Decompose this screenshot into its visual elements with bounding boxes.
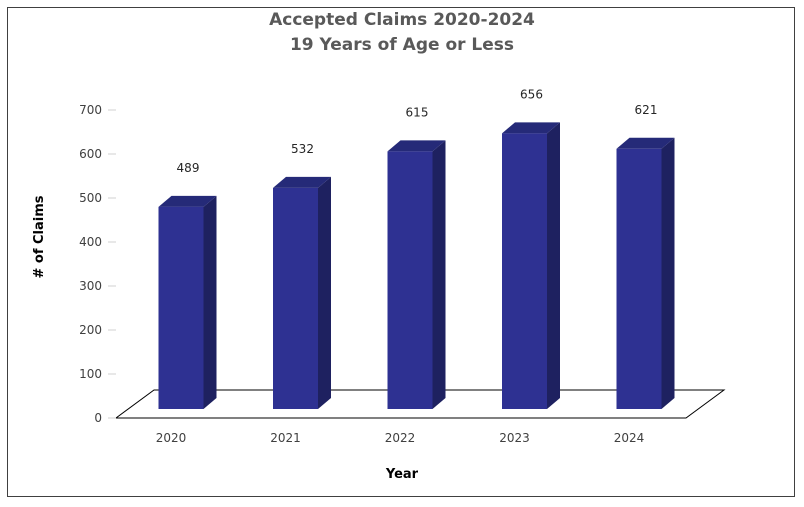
y-tick-label: 700 (79, 103, 102, 117)
data-label: 656 (520, 87, 543, 101)
bar: 489 (158, 161, 217, 409)
y-tick-label: 100 (79, 367, 102, 381)
x-tick-label: 2021 (270, 431, 301, 445)
bar: 615 (387, 105, 446, 409)
y-tick-label: 500 (79, 191, 102, 205)
x-axis-title: Year (385, 467, 419, 482)
bar-top (273, 176, 331, 188)
bar-side (432, 140, 446, 409)
bar-front (158, 206, 204, 409)
bar-top (387, 140, 446, 152)
bar-front (616, 148, 662, 409)
bar-side (661, 137, 675, 409)
y-axis-title: # of Claims (32, 195, 47, 278)
y-tick-label: 200 (79, 323, 102, 337)
bar: 621 (616, 103, 675, 409)
bars: 489 532 615 656 621 (158, 87, 675, 410)
y-tick-label: 300 (79, 279, 102, 293)
data-label: 532 (291, 142, 314, 156)
bar: 532 (273, 142, 331, 409)
bar-top (616, 137, 675, 149)
bar-side (547, 122, 560, 410)
y-tick-label: 400 (79, 235, 102, 249)
chart-title: Accepted Claims 2020-2024 (269, 10, 535, 30)
bar: 656 (502, 87, 560, 410)
data-label: 489 (177, 161, 200, 175)
bar-side (203, 195, 217, 409)
bar-side (318, 176, 331, 409)
x-tick-label: 2022 (385, 431, 416, 445)
data-label: 615 (406, 105, 429, 119)
chart-title-block: Accepted Claims 2020-2024 19 Years of Ag… (0, 8, 804, 58)
bar-front (502, 133, 547, 410)
bar-front (273, 187, 318, 409)
y-tick-label: 600 (79, 147, 102, 161)
bar-front (387, 151, 433, 409)
x-tick-label: 2023 (499, 431, 530, 445)
chart-subtitle: 19 Years of Age or Less (289, 35, 515, 55)
bar-top (502, 122, 560, 134)
x-tick-label: 2024 (614, 431, 645, 445)
x-axis: 2020 2021 2022 2023 2024 (156, 431, 645, 445)
y-axis: 0 100 200 300 400 500 600 700 (79, 103, 116, 425)
bar-top (158, 195, 217, 207)
y-tick-label: 0 (94, 411, 102, 425)
data-label: 621 (635, 103, 658, 117)
x-tick-label: 2020 (156, 431, 187, 445)
